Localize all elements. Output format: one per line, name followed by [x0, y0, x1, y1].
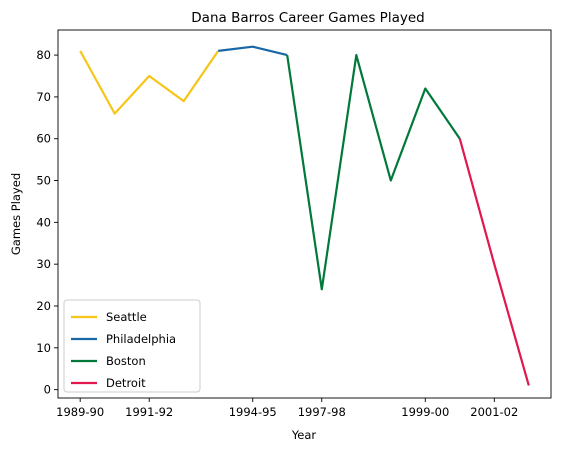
y-tick-label: 50 [36, 174, 51, 188]
series-line-detroit [458, 138, 530, 386]
chart-title: Dana Barros Career Games Played [191, 10, 424, 26]
legend: Seattle Philadelphia Boston Detroit [63, 299, 201, 393]
x-tick-label: 1999-00 [401, 405, 449, 419]
y-tick-label: 30 [36, 257, 51, 271]
series-lines [79, 45, 530, 386]
y-tick-label: 80 [36, 48, 51, 62]
x-tick-label: 1991-92 [125, 405, 173, 419]
y-tick-label: 10 [36, 341, 51, 355]
legend-label: Seattle [106, 310, 147, 324]
x-axis-label: Year [291, 428, 317, 442]
x-tick-label: 2001-02 [470, 405, 518, 419]
x-tick-label: 1997-98 [298, 405, 346, 419]
legend-label: Boston [106, 354, 146, 368]
x-axis-ticks: 1989-90 1991-92 1994-95 1997-98 1999-00 2001-… [56, 398, 518, 419]
y-tick-label: 20 [36, 299, 51, 313]
y-tick-label: 70 [36, 90, 51, 104]
legend-box [63, 299, 201, 393]
x-tick-label: 1989-90 [56, 405, 104, 419]
series-line-boston [286, 53, 461, 291]
x-tick-label: 1994-95 [229, 405, 277, 419]
legend-label: Philadelphia [106, 332, 176, 346]
y-axis-label: Games Played [9, 173, 23, 255]
legend-label: Detroit [106, 376, 146, 390]
y-axis-ticks: 0 10 20 30 40 50 60 70 80 [36, 48, 58, 397]
y-tick-label: 40 [36, 215, 51, 229]
plot-area [57, 29, 552, 399]
series-line-seattle [79, 50, 220, 115]
series-line-philadelphia [218, 45, 288, 57]
y-tick-label: 0 [44, 383, 51, 397]
y-tick-label: 60 [36, 132, 51, 146]
